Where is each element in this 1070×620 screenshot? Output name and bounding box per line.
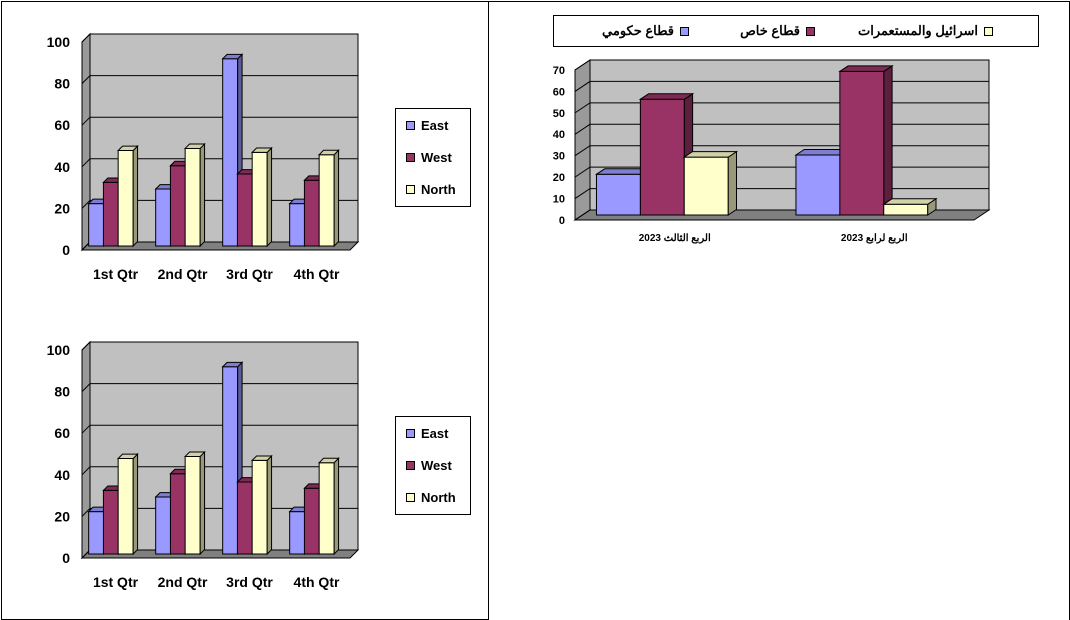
bar-top [250,455,273,461]
legend-label: قطاع خاص [740,23,800,38]
gridline [574,59,989,71]
x-category-label: 2nd Qtr [158,266,208,282]
bar-اسرائيل-والمستعمرات-1 [883,203,929,216]
y-tick-label: 20 [54,200,70,216]
x-category-label: 1st Qtr [93,574,139,590]
legend-swatch-east [406,429,415,438]
x-category-label: 3rd Qtr [226,574,273,590]
legend-label: East [421,426,449,441]
gridline [81,424,358,434]
bar-top [317,457,340,464]
legend-label: East [421,118,449,133]
legend-label: اسرائيل والمستعمرات [858,23,978,38]
legend-item-east: East [406,118,448,133]
bar-قطاع-خاص-1 [839,70,885,216]
x-category-label: 3rd Qtr [226,266,273,282]
legend-item-israel: اسرائيل والمستعمرات [858,23,993,39]
bar-side [727,150,737,216]
bar-top [221,53,244,60]
y-tick-label: 20 [54,508,70,524]
legend-swatch-israel [984,26,993,36]
legend-label: West [421,458,452,473]
legend-item-north: North [406,490,456,505]
y-tick-label: 50 [553,108,565,120]
legend-swatch-east [406,121,415,130]
legend-label: قطاع حكومي [602,23,674,38]
bar-top [682,151,739,158]
legend-item-north: North [406,182,456,197]
legend-item-west: West [406,458,452,473]
y-tick-label: 80 [54,76,70,92]
y-tick-label: 70 [553,65,565,77]
x-category-label: الربع لرابع 2023 [841,233,908,244]
legend-item-private: قطاع خاص [740,23,815,39]
bar-قطاع-خاص-0 [639,98,685,216]
legend-item-east: East [406,426,448,441]
gridline [81,341,358,351]
plot-side-wall [574,59,591,221]
legend-swatch-north [406,185,415,194]
legend-swatch-government [680,26,689,36]
y-tick-label: 40 [553,129,565,141]
chart-legend: East West North [395,416,471,515]
x-category-label: 1st Qtr [93,266,139,282]
bar-top [882,198,938,205]
y-tick-label: 0 [559,215,565,227]
legend-swatch-north [406,493,415,502]
y-tick-label: 40 [54,159,70,175]
y-tick-label: 60 [553,86,565,98]
x-category-label: 4th Qtr [294,574,340,590]
y-tick-label: 0 [62,242,70,258]
y-tick-label: 60 [54,425,70,441]
bar-top [638,93,695,100]
bar-top [183,143,206,149]
chart-legend: اسرائيل والمستعمرات قطاع خاص قطاع حكومي [553,15,1039,47]
legend-label: North [421,182,456,197]
legend-label: West [421,150,452,165]
bar-side [883,64,893,216]
bar-top [221,361,244,368]
legend-label: North [421,490,456,505]
y-tick-label: 30 [553,151,565,163]
bar-قطاع-حكومي-0 [595,173,641,216]
bar-top [838,65,894,72]
x-category-label: الربع الثالث 2023 [639,233,711,244]
gridline [81,383,358,392]
bar-top [183,451,206,457]
y-tick-label: 100 [47,342,71,358]
y-tick-label: 60 [54,117,70,133]
bar-قطاع-حكومي-1 [795,154,841,216]
legend-swatch-private [806,26,815,36]
legend-item-government: قطاع حكومي [602,23,689,39]
y-tick-label: 20 [553,172,565,184]
gridline [81,33,358,43]
y-tick-label: 0 [62,550,70,566]
x-category-label: 2nd Qtr [158,574,208,590]
gridline [81,75,358,84]
legend-item-west: West [406,150,452,165]
y-tick-label: 80 [54,384,70,400]
gridline [81,116,358,126]
bar-اسرائيل-والمستعمرات-0 [683,156,729,216]
legend-swatch-west [406,461,415,470]
legend-swatch-west [406,153,415,162]
x-category-label: 4th Qtr [294,266,340,282]
y-tick-label: 10 [553,194,565,206]
bar-top [116,145,139,152]
bar-top [250,147,273,153]
y-tick-label: 40 [54,467,70,483]
chart-legend: East West North [395,108,471,207]
y-tick-label: 100 [47,34,71,50]
bar-top [116,453,139,460]
bar-top [317,149,340,156]
